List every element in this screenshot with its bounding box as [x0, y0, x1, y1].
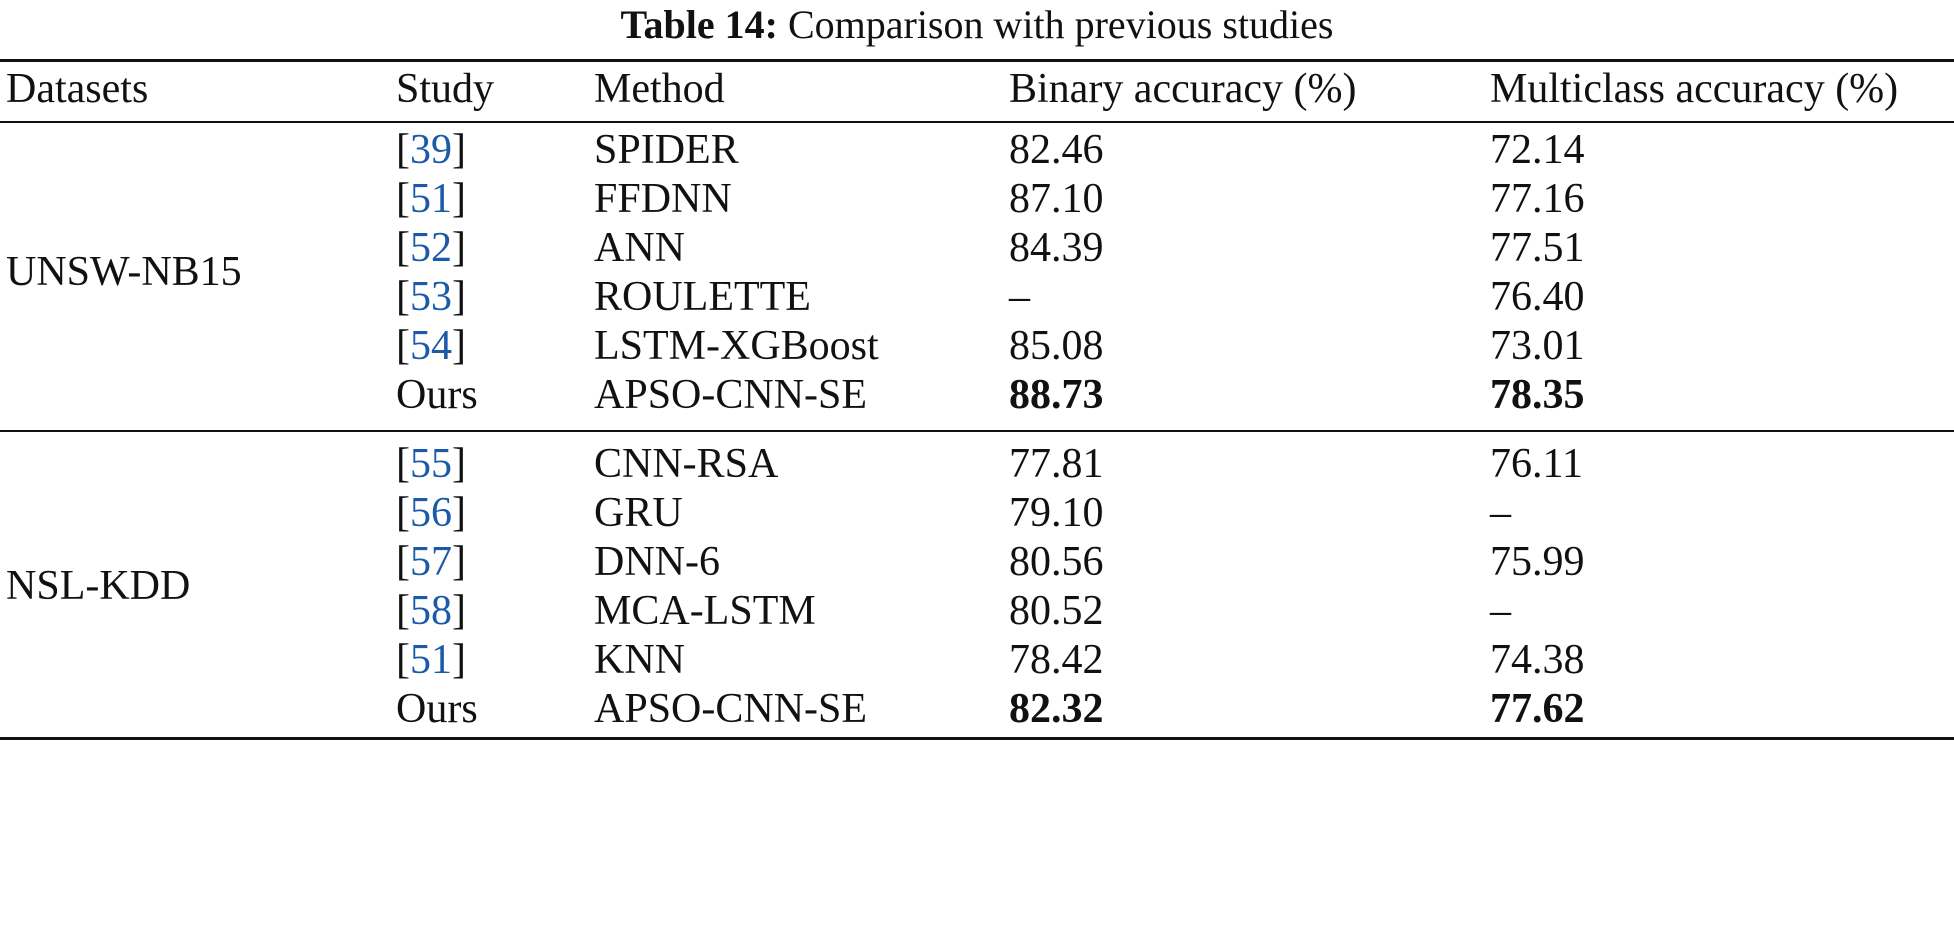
method-cell: SPIDER [594, 127, 739, 173]
citation-close-bracket: ] [452, 323, 466, 369]
method-cell: APSO-CNN-SE [594, 372, 868, 418]
citation-open-bracket: [ [396, 539, 410, 585]
header-binary-accuracy: Binary accuracy (%) [1009, 66, 1357, 112]
citation-open-bracket: [ [396, 323, 410, 369]
citation-link[interactable]: 58 [410, 588, 452, 634]
binary-accuracy-cell: 78.42 [1009, 637, 1104, 683]
study-cell: Ours [396, 686, 478, 732]
multiclass-accuracy-cell: 72.14 [1490, 127, 1585, 173]
method-cell: MCA-LSTM [594, 588, 816, 634]
binary-accuracy-cell: 82.46 [1009, 127, 1104, 173]
citation-link[interactable]: 55 [410, 441, 452, 487]
study-cell: [56] [396, 488, 466, 538]
study-cell: [54] [396, 321, 466, 371]
caption-text: Comparison with previous studies [787, 2, 1334, 47]
citation-link[interactable]: 57 [410, 539, 452, 585]
study-cell: [57] [396, 537, 466, 587]
citation-link[interactable]: 54 [410, 323, 452, 369]
multiclass-accuracy-cell: 75.99 [1490, 539, 1585, 585]
citation-open-bracket: [ [396, 441, 410, 487]
citation-close-bracket: ] [452, 490, 466, 536]
header-multiclass-accuracy: Multiclass accuracy (%) [1490, 66, 1899, 112]
table-caption: Table 14: Comparison with previous studi… [0, 0, 1954, 50]
citation-open-bracket: [ [396, 225, 410, 271]
top-rule [0, 59, 1954, 62]
citation-link[interactable]: 53 [410, 274, 452, 320]
study-cell: [55] [396, 439, 466, 489]
multiclass-accuracy-cell: 77.51 [1490, 225, 1585, 271]
bottom-rule [0, 737, 1954, 740]
header-rule [0, 121, 1954, 123]
multiclass-accuracy-cell: 76.40 [1490, 274, 1585, 320]
study-cell: [52] [396, 223, 466, 273]
citation-close-bracket: ] [452, 588, 466, 634]
multiclass-accuracy-cell: 77.16 [1490, 176, 1585, 222]
header-study: Study [396, 66, 495, 112]
study-cell: [53] [396, 272, 466, 322]
dataset-label: UNSW-NB15 [6, 249, 242, 295]
study-cell: Ours [396, 372, 478, 418]
citation-open-bracket: [ [396, 274, 410, 320]
citation-close-bracket: ] [452, 274, 466, 320]
citation-link[interactable]: 51 [410, 637, 452, 683]
binary-accuracy-cell: 88.73 [1009, 372, 1104, 418]
citation-link[interactable]: 52 [410, 225, 452, 271]
method-cell: ANN [594, 225, 685, 271]
multiclass-accuracy-cell: 76.11 [1490, 441, 1583, 487]
citation-link[interactable]: 56 [410, 490, 452, 536]
citation-open-bracket: [ [396, 490, 410, 536]
binary-accuracy-cell: 85.08 [1009, 323, 1104, 369]
citation-open-bracket: [ [396, 176, 410, 222]
citation-close-bracket: ] [452, 176, 466, 222]
citation-link[interactable]: 39 [410, 127, 452, 173]
study-cell: [51] [396, 635, 466, 685]
binary-accuracy-cell: – [1009, 274, 1030, 320]
multiclass-accuracy-cell: 78.35 [1490, 372, 1585, 418]
caption-label: Table 14: [620, 2, 778, 47]
method-cell: DNN-6 [594, 539, 720, 585]
method-cell: FFDNN [594, 176, 732, 222]
citation-close-bracket: ] [452, 441, 466, 487]
study-cell: [58] [396, 586, 466, 636]
dataset-label: NSL-KDD [6, 563, 191, 609]
binary-accuracy-cell: 79.10 [1009, 490, 1104, 536]
study-cell: [39] [396, 125, 466, 175]
method-cell: CNN-RSA [594, 441, 779, 487]
header-method: Method [594, 66, 725, 112]
citation-link[interactable]: 51 [410, 176, 452, 222]
multiclass-accuracy-cell: 73.01 [1490, 323, 1585, 369]
binary-accuracy-cell: 84.39 [1009, 225, 1104, 271]
citation-close-bracket: ] [452, 637, 466, 683]
binary-accuracy-cell: 87.10 [1009, 176, 1104, 222]
group-separator-rule [0, 430, 1954, 432]
citation-open-bracket: [ [396, 588, 410, 634]
method-cell: KNN [594, 637, 685, 683]
study-cell: [51] [396, 174, 466, 224]
multiclass-accuracy-cell: 77.62 [1490, 686, 1585, 732]
method-cell: ROULETTE [594, 274, 811, 320]
method-cell: LSTM-XGBoost [594, 323, 879, 369]
binary-accuracy-cell: 77.81 [1009, 441, 1104, 487]
citation-close-bracket: ] [452, 225, 466, 271]
citation-close-bracket: ] [452, 539, 466, 585]
citation-close-bracket: ] [452, 127, 466, 173]
citation-open-bracket: [ [396, 127, 410, 173]
multiclass-accuracy-cell: – [1490, 490, 1511, 536]
method-cell: APSO-CNN-SE [594, 686, 868, 732]
binary-accuracy-cell: 80.52 [1009, 588, 1104, 634]
multiclass-accuracy-cell: – [1490, 588, 1511, 634]
multiclass-accuracy-cell: 74.38 [1490, 637, 1585, 683]
citation-open-bracket: [ [396, 637, 410, 683]
binary-accuracy-cell: 82.32 [1009, 686, 1104, 732]
binary-accuracy-cell: 80.56 [1009, 539, 1104, 585]
header-datasets: Datasets [6, 66, 149, 112]
method-cell: GRU [594, 490, 683, 536]
